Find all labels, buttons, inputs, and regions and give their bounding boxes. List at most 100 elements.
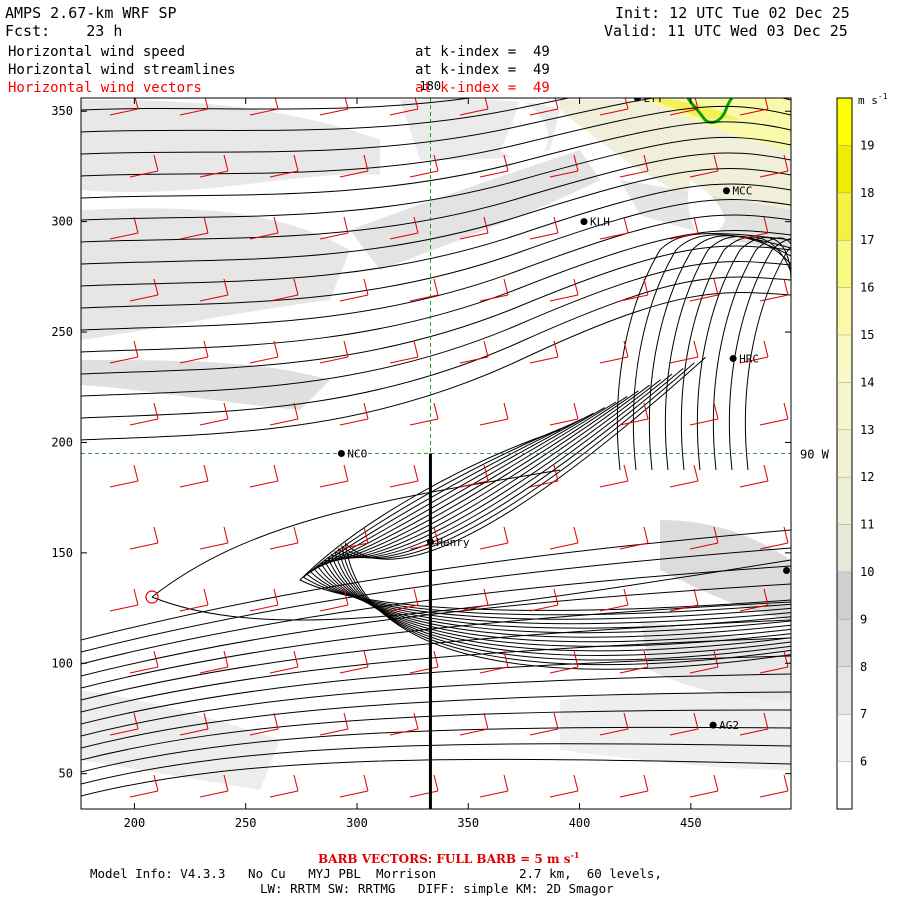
wind-barb [459,728,489,736]
wind-barb [479,418,509,426]
wind-barb [599,604,629,612]
colorbar-label: 6 [860,755,867,769]
x-tick-label: 450 [680,816,702,830]
wind-barb [389,356,419,364]
wind-barb-feather [153,774,159,792]
streamline [151,469,561,598]
streamline [320,395,791,638]
wind-barb [549,418,579,426]
wind-barbs [109,98,789,798]
wind-barb [529,232,559,240]
wind-barb [549,542,579,550]
streamline [337,368,791,661]
field-streamlines-level: at k-index = 49 [415,62,550,78]
wind-barb [459,480,489,488]
colorbar-label: 12 [860,470,874,484]
colorbar-segment [837,714,852,762]
wind-barb [759,542,789,550]
wind-barb-feather [413,712,419,730]
streamline [81,121,791,199]
wind-barb [179,480,209,488]
wind-barb [339,170,369,178]
wind-barb-feather [414,98,419,110]
wind-barb [319,604,349,612]
wind-barb-feather [483,464,489,482]
streamline [313,407,791,629]
wind-barb-feather [433,526,439,544]
streamline [81,601,791,689]
wind-barb [249,728,279,736]
wind-barb [129,418,159,426]
streamline [330,379,791,652]
wind-barb [529,356,559,364]
station-marker [426,538,434,546]
wind-barb-feather [693,712,699,730]
wind-barb-feather [643,278,649,296]
streamline [81,245,791,375]
wind-barb [689,790,719,798]
wind-barb-feather [624,98,629,110]
wind-barb [409,666,439,674]
wind-barb [249,356,279,364]
wind-barb-feather [573,526,579,544]
wind-barb [689,170,719,178]
station-label: KLH [590,216,610,229]
wind-barb [739,356,769,364]
streamline [299,429,791,611]
wind-barb [199,790,229,798]
wind-barb [529,604,559,612]
field-wind-speed-name: Horizontal wind speed [8,44,186,60]
wind-barb [129,294,159,302]
colorbar-label: 13 [860,423,874,437]
station-marker [633,98,641,102]
streamline [81,691,791,749]
colorbar-segment [837,524,852,572]
wind-barb-feather [713,278,719,296]
x-tick-label: 200 [124,816,146,830]
wind-barb [599,232,629,240]
wind-barb-feather [153,650,159,668]
wind-barb-feather [223,154,229,172]
station-label: NCO [347,448,367,461]
wind-barb [669,108,699,116]
wind-barb-feather [273,712,279,730]
wind-barb-feather [203,712,209,730]
wind-barb [179,108,209,116]
wind-barb [479,666,509,674]
streamline [151,559,791,621]
wind-barb-feather [433,402,439,420]
wind-barb-feather [343,216,349,234]
wind-barb [739,604,769,612]
wind-barb-feather [153,154,159,172]
wind-barb [339,790,369,798]
streamline [81,167,791,265]
stations: NCO Henry KLH MCC HRC AG2 LYT [337,98,791,732]
wind-barb [669,604,699,612]
wind-barb-feather [553,340,559,358]
streamline [344,356,791,670]
wind-barb-feather [693,588,699,606]
wind-barb [549,790,579,798]
wind-barb-feather [643,774,649,792]
wind-barb [689,542,719,550]
init-time: Init: 12 UTC Tue 02 Dec 25 [615,4,850,22]
wind-barb [339,294,369,302]
wind-barb [319,728,349,736]
wind-barb [249,232,279,240]
wind-barb [459,232,489,240]
x-tick-label: 300 [346,816,368,830]
wind-barb-feather [623,712,629,730]
colorbar-label: 8 [860,660,867,674]
wind-barb [669,232,699,240]
wind-barb [339,542,369,550]
wind-barb [759,418,789,426]
wind-barb [199,294,229,302]
streamlines [81,98,791,797]
wind-barb-feather [643,650,649,668]
wind-barb-feather [763,216,769,234]
wind-barb-feather [363,402,369,420]
wind-barb-feather [413,216,419,234]
wind-barb-feather [693,340,699,358]
wind-barb-feather [363,526,369,544]
wind-barb-feather [693,216,699,234]
